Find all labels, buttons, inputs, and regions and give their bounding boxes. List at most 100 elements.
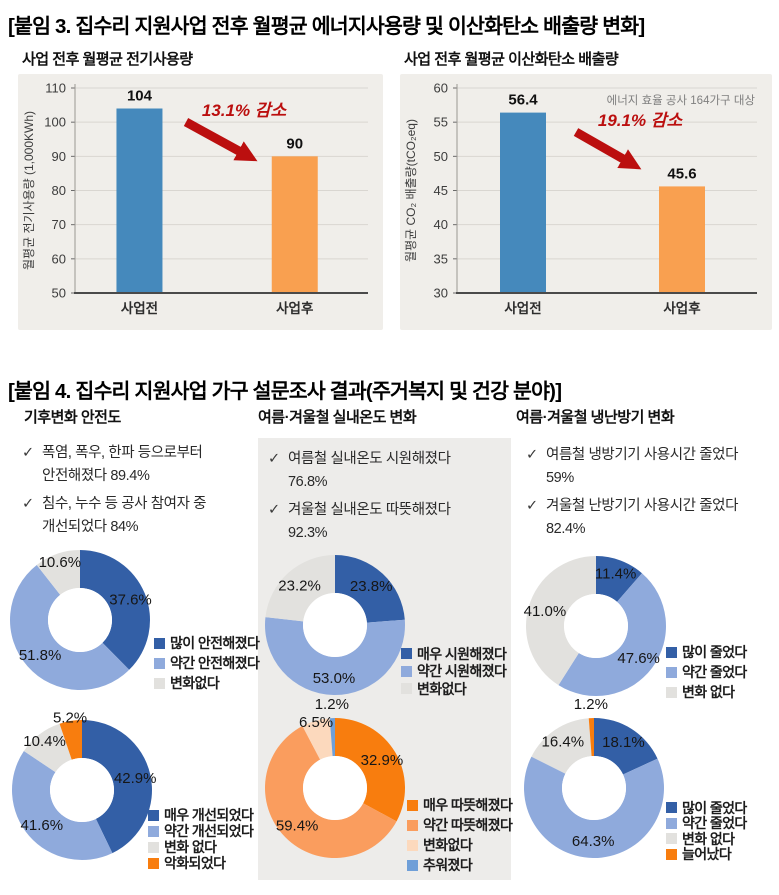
svg-text:10.6%: 10.6%	[39, 554, 82, 571]
bullet-list-hvac: ✓ 여름철 냉방기기 사용시간 줄었다 59% ✓ 겨울철 난방기기 사용시간 줄었다 8…	[526, 444, 774, 546]
bullet-text: 여름철 실내온도 시원해졌다 76.8%	[288, 451, 451, 490]
legend-item: 매우 개선되었다	[148, 807, 254, 823]
svg-text:40: 40	[434, 217, 448, 232]
legend-marker	[407, 819, 418, 831]
legend-marker	[666, 646, 677, 658]
survey-bullet: ✓ 여름철 실내온도 시원해졌다 76.8%	[268, 448, 506, 494]
check-icon: ✓	[268, 451, 280, 467]
electricity-chart-panel: 50 60 70 80 90 100 110 104 사업전 90 사업후 월평균 전기사용량 (1,…	[18, 74, 383, 330]
survey-bullet: ✓ 폭염, 폭우, 한파 등으로부터 안전해졌다 89.4%	[22, 442, 252, 488]
legend-item: 변화없다	[401, 680, 506, 698]
legend-marker	[401, 665, 412, 677]
donut-winter-indoor-temp: 32.9% 59.4% 6.5%1.2%	[265, 696, 405, 858]
svg-text:45.6: 45.6	[667, 165, 696, 182]
bullet-text: 여름철 냉방기기 사용시간 줄었다 59%	[546, 447, 739, 486]
legend-item: 변화없다	[154, 673, 259, 693]
svg-text:30: 30	[434, 286, 448, 301]
legend-item: 변화 없다	[666, 682, 747, 702]
svg-text:37.6%: 37.6%	[109, 591, 152, 608]
svg-text:50: 50	[434, 149, 448, 164]
svg-text:11.4%: 11.4%	[595, 566, 636, 583]
legend-summer-indoor-temp: 매우 시원해졌다 약간 시원해졌다 변화없다	[401, 645, 507, 698]
survey-bullet: ✓ 겨울철 난방기기 사용시간 줄었다 82.4%	[526, 495, 774, 541]
legend-label: 많이 줄었다	[682, 644, 747, 660]
svg-text:사업전: 사업전	[121, 300, 158, 316]
legend-label: 변화 없다	[164, 839, 217, 855]
svg-text:23.8%: 23.8%	[350, 578, 393, 595]
svg-text:18.1%: 18.1%	[602, 734, 645, 751]
bullet-text: 폭염, 폭우, 한파 등으로부터 안전해졌다 89.4%	[42, 445, 203, 484]
svg-text:60: 60	[52, 251, 66, 266]
legend-marker	[148, 825, 159, 837]
svg-text:19.1% 감소: 19.1% 감소	[598, 111, 684, 130]
legend-marker	[407, 839, 418, 851]
legend-label: 악화되었다	[164, 855, 226, 871]
survey-bullet: ✓ 침수, 누수 등 공사 참여자 중 개선되었다 84%	[22, 493, 252, 539]
legend-label: 매우 개선되었다	[164, 807, 254, 823]
svg-text:100: 100	[44, 115, 66, 130]
survey-bullet: ✓ 여름철 냉방기기 사용시간 줄었다 59%	[526, 444, 774, 490]
svg-text:월평균 전기사용량 (1,000KWh): 월평균 전기사용량 (1,000KWh)	[22, 111, 36, 270]
svg-text:23.2%: 23.2%	[278, 577, 321, 594]
svg-text:80: 80	[52, 183, 66, 198]
legend-item: 추워졌다	[407, 855, 512, 875]
donut-summer-indoor-temp: 23.8% 53.0% 23.2%	[265, 555, 405, 695]
legend-label: 추워졌다	[423, 857, 473, 873]
svg-text:6.5%: 6.5%	[299, 714, 333, 731]
legend-label: 매우 시원해졌다	[417, 645, 507, 662]
legend-marker	[401, 683, 412, 695]
legend-item: 매우 시원해졌다	[401, 645, 507, 663]
svg-text:45: 45	[434, 183, 448, 198]
legend-label: 변화없다	[417, 680, 467, 697]
legend-winter-indoor-temp: 매우 따뜻해졌다 약간 따뜻해졌다 변화없다 추워졌다	[407, 795, 513, 875]
svg-text:47.6%: 47.6%	[617, 650, 660, 667]
svg-text:에너지 효율 공사 164가구 대상: 에너지 효율 공사 164가구 대상	[607, 94, 756, 107]
donut-cooling-usage: 11.4% 47.6% 41.0%	[524, 556, 666, 696]
column-header-safety: 기후변화 안전도	[24, 409, 121, 426]
svg-text:56.4: 56.4	[508, 92, 538, 109]
svg-text:104: 104	[127, 88, 153, 105]
svg-text:1.2%: 1.2%	[315, 696, 349, 713]
co2-bar-chart: 30 35 40 45 50 55 60 56.4 사업전 45.6 사업후 에너지 효율 공사 16…	[404, 81, 757, 316]
legend-item: 악화되었다	[148, 855, 253, 871]
svg-text:90: 90	[52, 149, 66, 164]
legend-marker	[666, 833, 677, 845]
survey-bullet: ✓ 겨울철 실내온도 따뜻해졌다 92.3%	[268, 499, 506, 545]
legend-item: 많이 안전해졌다	[154, 633, 260, 653]
legend-marker	[666, 802, 677, 814]
svg-text:59.4%: 59.4%	[276, 817, 319, 834]
svg-text:64.3%: 64.3%	[572, 833, 615, 850]
svg-text:사업후: 사업후	[663, 301, 701, 316]
svg-text:70: 70	[52, 217, 66, 232]
electricity-bar-chart: 50 60 70 80 90 100 110 104 사업전 90 사업후 월평균 전기사용량 (1,…	[22, 81, 368, 316]
legend-label: 변화없다	[170, 675, 220, 691]
legend-label: 약간 줄었다	[682, 664, 747, 680]
legend-item: 약간 안전해졌다	[154, 653, 260, 673]
check-icon: ✓	[22, 496, 34, 512]
svg-text:51.8%: 51.8%	[19, 647, 62, 664]
legend-marker	[407, 859, 418, 871]
co2-chart-title: 사업 전후 월평균 이산화탄소 배출량	[404, 51, 619, 68]
svg-text:53.0%: 53.0%	[313, 670, 356, 687]
co2-chart-panel: 30 35 40 45 50 55 60 56.4 사업전 45.6 사업후 에너지 효율 공사 16…	[400, 74, 772, 330]
legend-marker	[666, 848, 677, 860]
legend-label: 변화없다	[423, 837, 473, 853]
legend-marker	[148, 857, 159, 869]
donut-safety-flood: 42.9% 41.6% 10.4% 5.2%	[11, 709, 157, 860]
svg-text:35: 35	[434, 251, 448, 266]
svg-text:10.4%: 10.4%	[23, 733, 66, 750]
legend-item: 약간 줄었다	[666, 662, 747, 682]
svg-text:60: 60	[434, 81, 448, 96]
legend-marker	[407, 799, 418, 811]
legend-item: 약간 줄었다	[666, 815, 747, 831]
column-header-hvac: 여름·겨울철 냉난방기 변화	[516, 409, 675, 426]
svg-text:32.9%: 32.9%	[361, 752, 404, 769]
legend-marker	[154, 637, 165, 649]
bullet-list-indoor-temp: ✓ 여름철 실내온도 시원해졌다 76.8% ✓ 겨울철 실내온도 따뜻해졌다 92.3%	[268, 448, 506, 550]
svg-text:42.9%: 42.9%	[114, 770, 157, 787]
donut-safety-weather: 37.6% 51.8% 10.6%	[10, 550, 152, 690]
legend-marker	[148, 809, 159, 821]
svg-text:사업전: 사업전	[504, 300, 541, 316]
